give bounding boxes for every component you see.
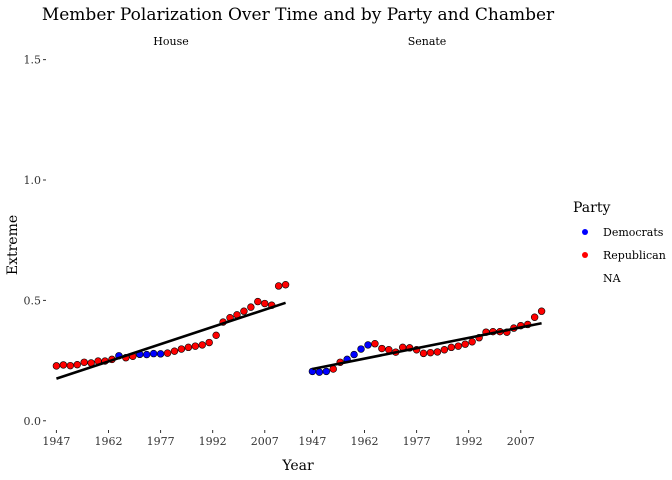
point-house [73,360,81,369]
x-axis-title: Year [281,458,314,474]
x-tick-label: 1947 [298,435,326,448]
point-house [247,303,255,311]
legend-key-democrats [582,229,588,235]
point-house [240,307,248,315]
legend-key-republican [582,252,588,258]
point-house [156,350,165,358]
point-senate [357,345,365,353]
point-senate [440,346,449,354]
x-tick-label: 1977 [403,435,431,448]
x-tick-label: 1947 [42,435,70,448]
point-senate [350,350,358,359]
y-tick-label: 1.0 [24,174,42,187]
point-senate [378,344,386,353]
point-house [59,361,68,369]
x-tick-label: 1977 [147,435,175,448]
x-tick-label: 2007 [251,435,279,448]
point-senate [419,349,428,358]
legend-label-democrats: Democrats [603,226,664,239]
legend-label-na: NA [603,272,622,285]
y-tick-label: 0.0 [24,415,42,428]
point-house [52,362,61,370]
strip-label-senate: Senate [408,35,447,48]
point-senate [461,340,469,348]
point-house [170,347,179,355]
point-house [281,281,290,289]
point-senate [454,342,462,350]
legend: Party Democrats Republican NA [573,200,666,285]
x-tick-label: 2007 [507,435,535,448]
panel-senate: Senate 1947 1962 1977 1992 2007 [298,35,546,448]
point-house [254,297,262,306]
y-tick-label: 0.5 [24,294,42,307]
legend-label-republican: Republican [603,249,666,262]
x-tick-label: 1992 [199,435,227,448]
y-axis-title: Extreme [5,215,21,275]
point-senate [315,368,324,376]
trend-line-senate [312,321,542,371]
legend-title: Party [573,200,610,216]
panel-house: House 0.0 0.5 1.0 1.5 1947 1962 1977 1992 2007 [24,35,290,448]
point-senate [433,348,442,356]
x-tick-label: 1992 [455,435,483,448]
x-tick-label: 1962 [351,435,379,448]
point-house [163,349,172,357]
strip-label-house: House [153,35,188,48]
point-senate [468,338,476,346]
point-house [149,349,158,358]
point-senate [530,313,539,321]
point-senate [426,348,435,357]
point-senate [364,341,372,349]
point-house [177,345,186,353]
trend-line-house [56,301,286,380]
y-tick-label: 1.5 [24,54,42,67]
point-house [80,358,88,366]
point-house [212,331,220,340]
point-senate [371,340,379,348]
point-house [261,299,269,308]
point-house [66,361,75,370]
point-house [198,341,206,349]
x-tick-label: 1962 [95,435,123,448]
point-house [142,350,151,359]
point-senate [447,343,456,352]
chart-title: Member Polarization Over Time and by Par… [42,5,555,25]
point-house [191,342,200,350]
point-senate [322,367,331,376]
point-house [205,338,213,347]
point-senate [537,307,546,315]
point-house [274,282,283,290]
point-house [184,343,193,352]
